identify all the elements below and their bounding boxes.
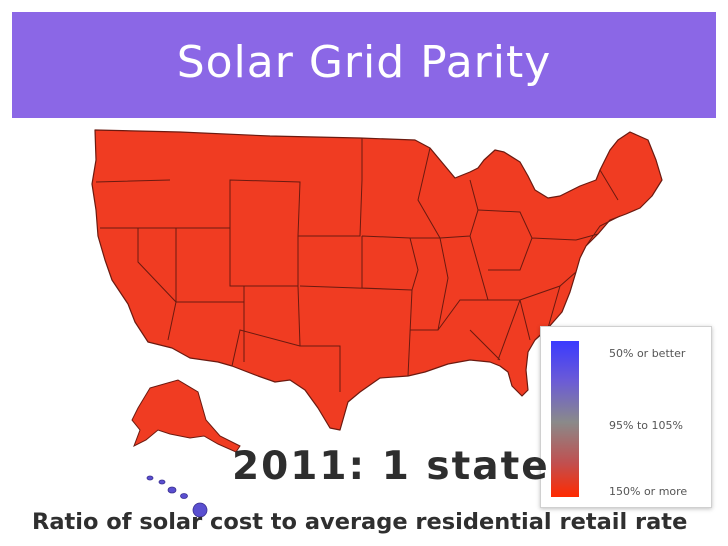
legend-gradient-bar [551,341,579,497]
title-banner: Solar Grid Parity [12,12,716,118]
hawaii [146,475,208,518]
page-title: Solar Grid Parity [176,36,552,88]
legend-label-worst: 150% or more [609,485,688,498]
legend-label-best: 50% or better [609,347,686,360]
year-label: 2011: 1 state [232,444,550,489]
legend-panel: 50% or better 95% to 105% 150% or more [540,326,712,508]
legend-label-middle: 95% to 105% [609,419,683,432]
state-borders [95,138,621,392]
map-caption: Ratio of solar cost to average residenti… [32,509,688,535]
alaska [131,379,241,453]
